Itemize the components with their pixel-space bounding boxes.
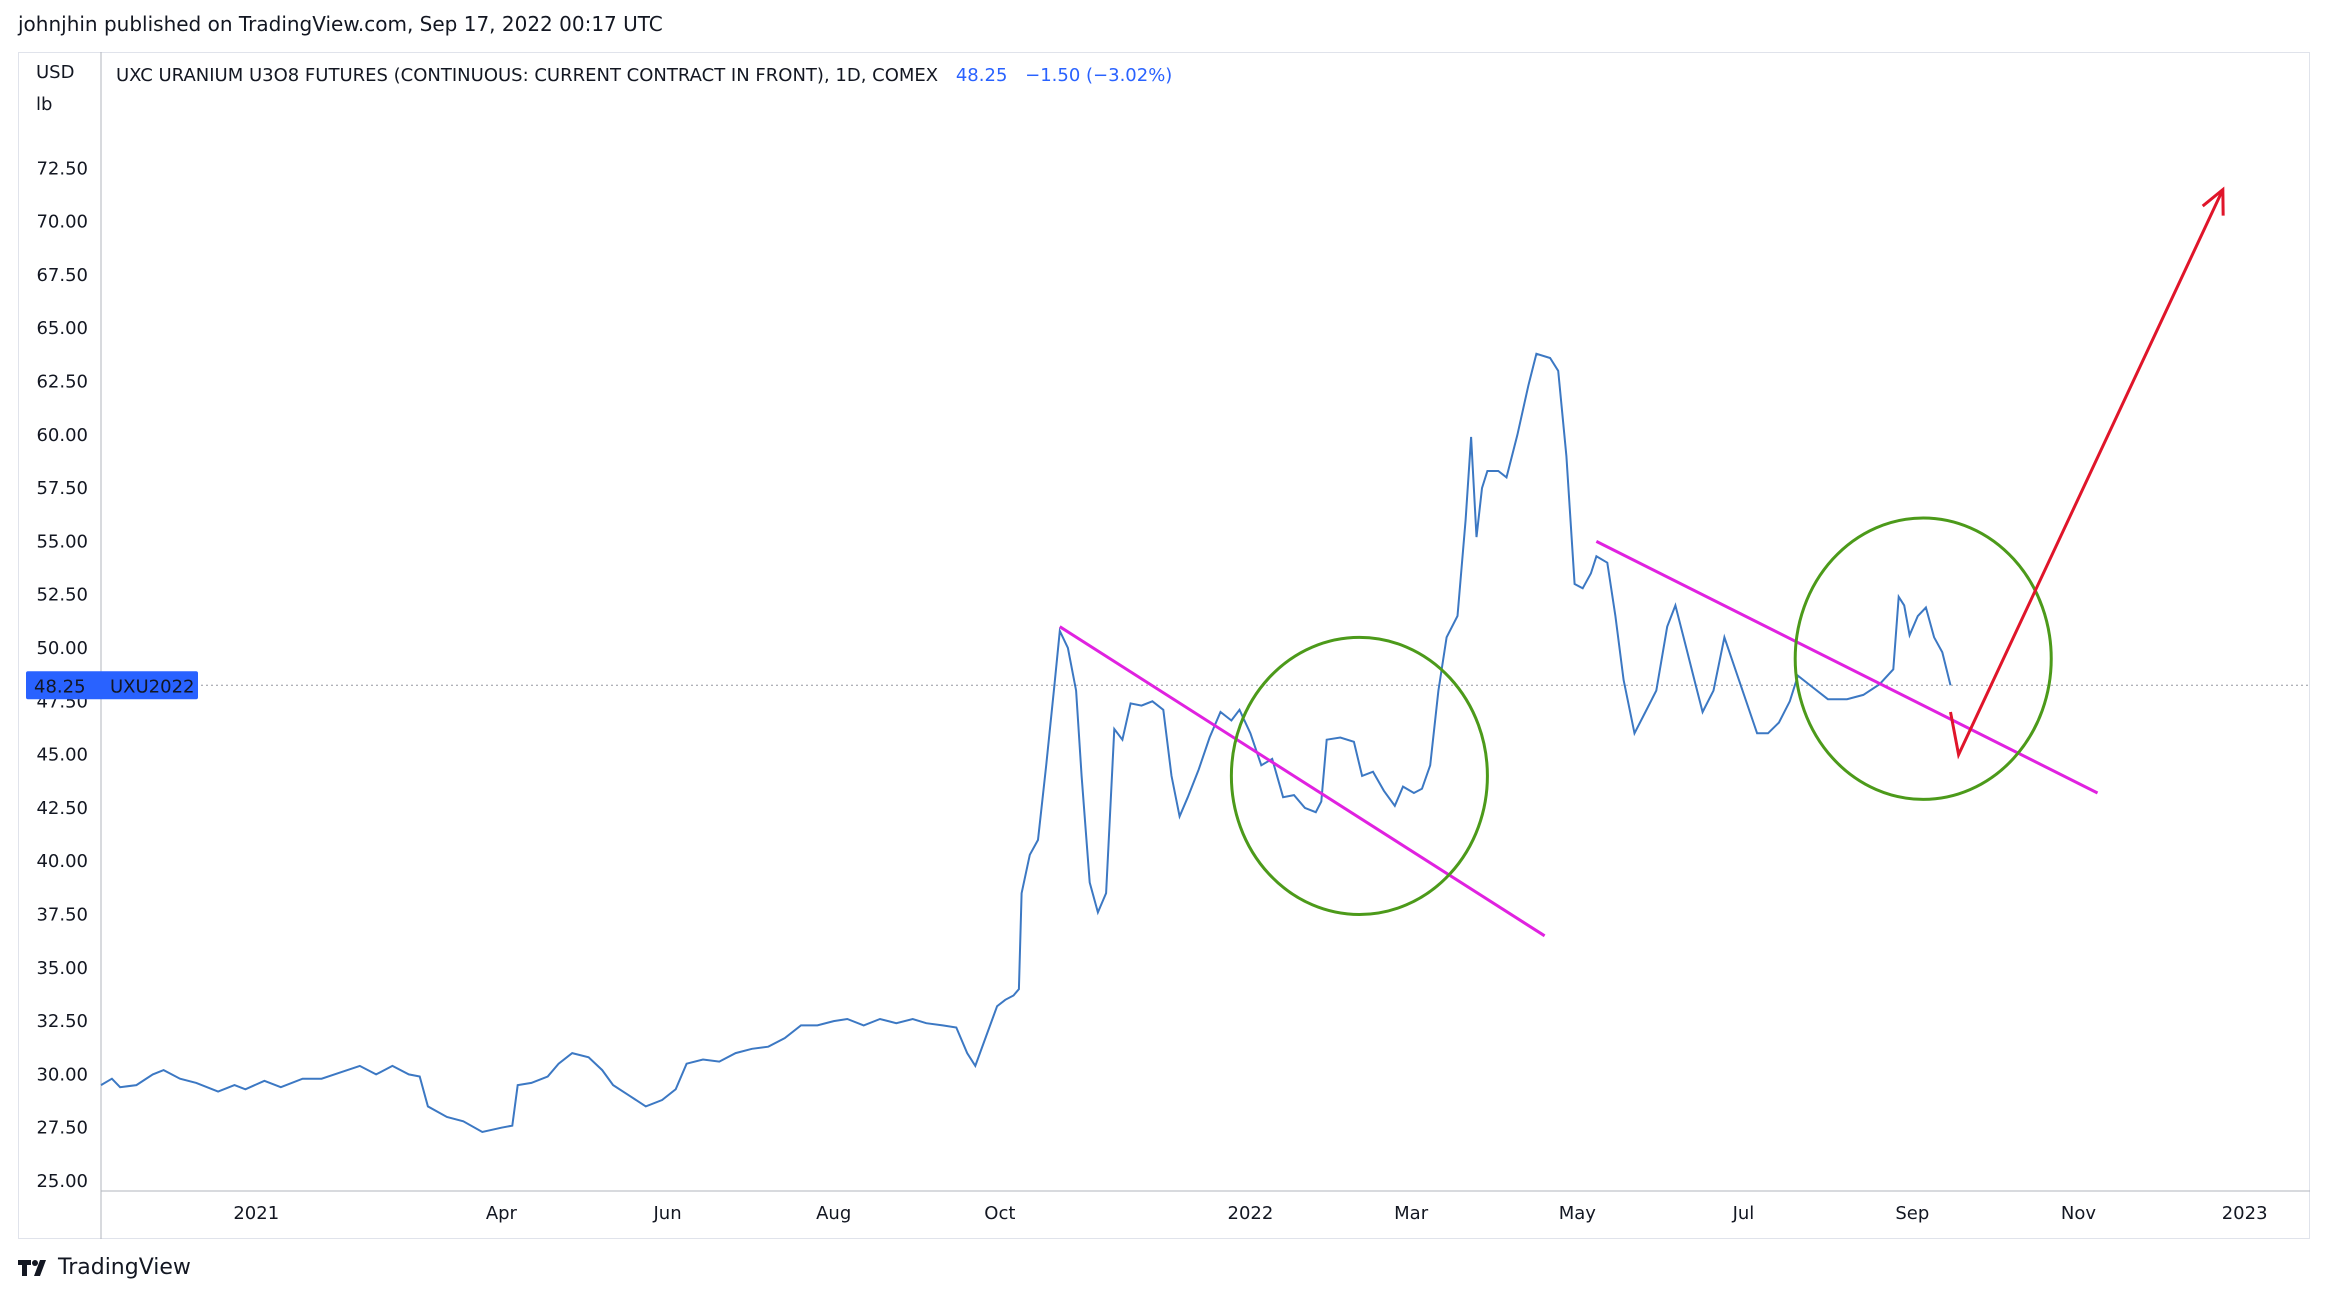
y-tick-label: 55.00 [36, 531, 88, 552]
x-tick-label: Jul [1732, 1203, 1755, 1224]
y-tick-label: 52.50 [36, 585, 88, 606]
x-tick-label: Jun [652, 1203, 681, 1224]
x-tick-label: 2023 [2222, 1203, 2268, 1224]
y-tick-label: 62.50 [36, 372, 88, 393]
trendline-1[interactable] [1595, 540, 2099, 795]
y-tick-label: 32.50 [36, 1011, 88, 1032]
y-tick-label: 50.00 [36, 638, 88, 659]
price-tag-box [26, 671, 198, 700]
y-tick-label: 72.50 [36, 158, 88, 179]
trendline-0[interactable] [1058, 625, 1546, 938]
x-tick-label: Oct [984, 1203, 1015, 1224]
y-tick-label: 27.50 [36, 1118, 88, 1139]
price-tag: 48.25 UXU2022 [26, 671, 198, 700]
y-unit-lb: lb [36, 94, 52, 115]
x-tick-label: May [1559, 1203, 1597, 1224]
x-tick-label: 2022 [1228, 1203, 1274, 1224]
highlight-circle-3[interactable] [1793, 516, 2053, 801]
y-tick-label: 67.50 [36, 265, 88, 286]
projection-arrow[interactable] [1949, 188, 2225, 760]
svg-text:UXC URANIUM U3O8 FUTURES (CONT: UXC URANIUM U3O8 FUTURES (CONTINUOUS: CU… [116, 65, 1172, 86]
chart-frame [18, 52, 2310, 1239]
x-tick-label: 2021 [233, 1203, 279, 1224]
y-unit-usd: USD [36, 62, 74, 83]
x-tick-label: Apr [486, 1203, 518, 1224]
annotations-layer [1058, 186, 2225, 938]
y-tick-label: 57.50 [36, 478, 88, 499]
y-tick-label: 60.00 [36, 425, 88, 446]
tradingview-logo-icon [18, 1259, 46, 1276]
x-tick-label: Mar [1394, 1203, 1429, 1224]
legend-price: 48.25 [956, 65, 1008, 86]
price-tag-symbol: UXU2022 [110, 676, 195, 697]
y-tick-label: 65.00 [36, 318, 88, 339]
y-tick-label: 45.00 [36, 745, 88, 766]
y-tick-label: 35.00 [36, 958, 88, 979]
publish-line: johnjhin published on TradingView.com, S… [18, 12, 663, 36]
legend-title: UXC URANIUM U3O8 FUTURES (CONTINUOUS: CU… [116, 65, 938, 86]
projection-arrow-head [2201, 186, 2225, 216]
x-tick-label: Sep [1895, 1203, 1929, 1224]
y-tick-label: 25.00 [36, 1171, 88, 1192]
y-tick-label: 70.00 [36, 212, 88, 233]
x-tick-label: Nov [2061, 1203, 2096, 1224]
legend-change: −1.50 (−3.02%) [1025, 65, 1172, 86]
x-tick-label: Aug [816, 1203, 851, 1224]
footer[interactable]: TradingView [18, 1255, 191, 1280]
y-tick-label: 30.00 [36, 1064, 88, 1085]
legend: UXC URANIUM U3O8 FUTURES (CONTINUOUS: CU… [116, 65, 1172, 86]
highlight-circle-2[interactable] [1229, 635, 1489, 916]
y-tick-label: 37.50 [36, 905, 88, 926]
price-series-line [100, 352, 1952, 1134]
y-tick-label: 42.50 [36, 798, 88, 819]
axis-layer: USD lb [36, 52, 2310, 1239]
x-tick-labels: 2021 Apr Jun Aug Oct 2022 Mar May Jul Sep Nov 2023 [233, 1203, 2267, 1224]
price-tag-value: 48.25 [34, 676, 86, 697]
footer-brand: TradingView [58, 1255, 191, 1280]
y-tick-label: 40.00 [36, 851, 88, 872]
y-tick-labels: 25.00 27.50 30.00 32.50 35.00 37.50 40.00 42.50… [36, 158, 88, 1192]
